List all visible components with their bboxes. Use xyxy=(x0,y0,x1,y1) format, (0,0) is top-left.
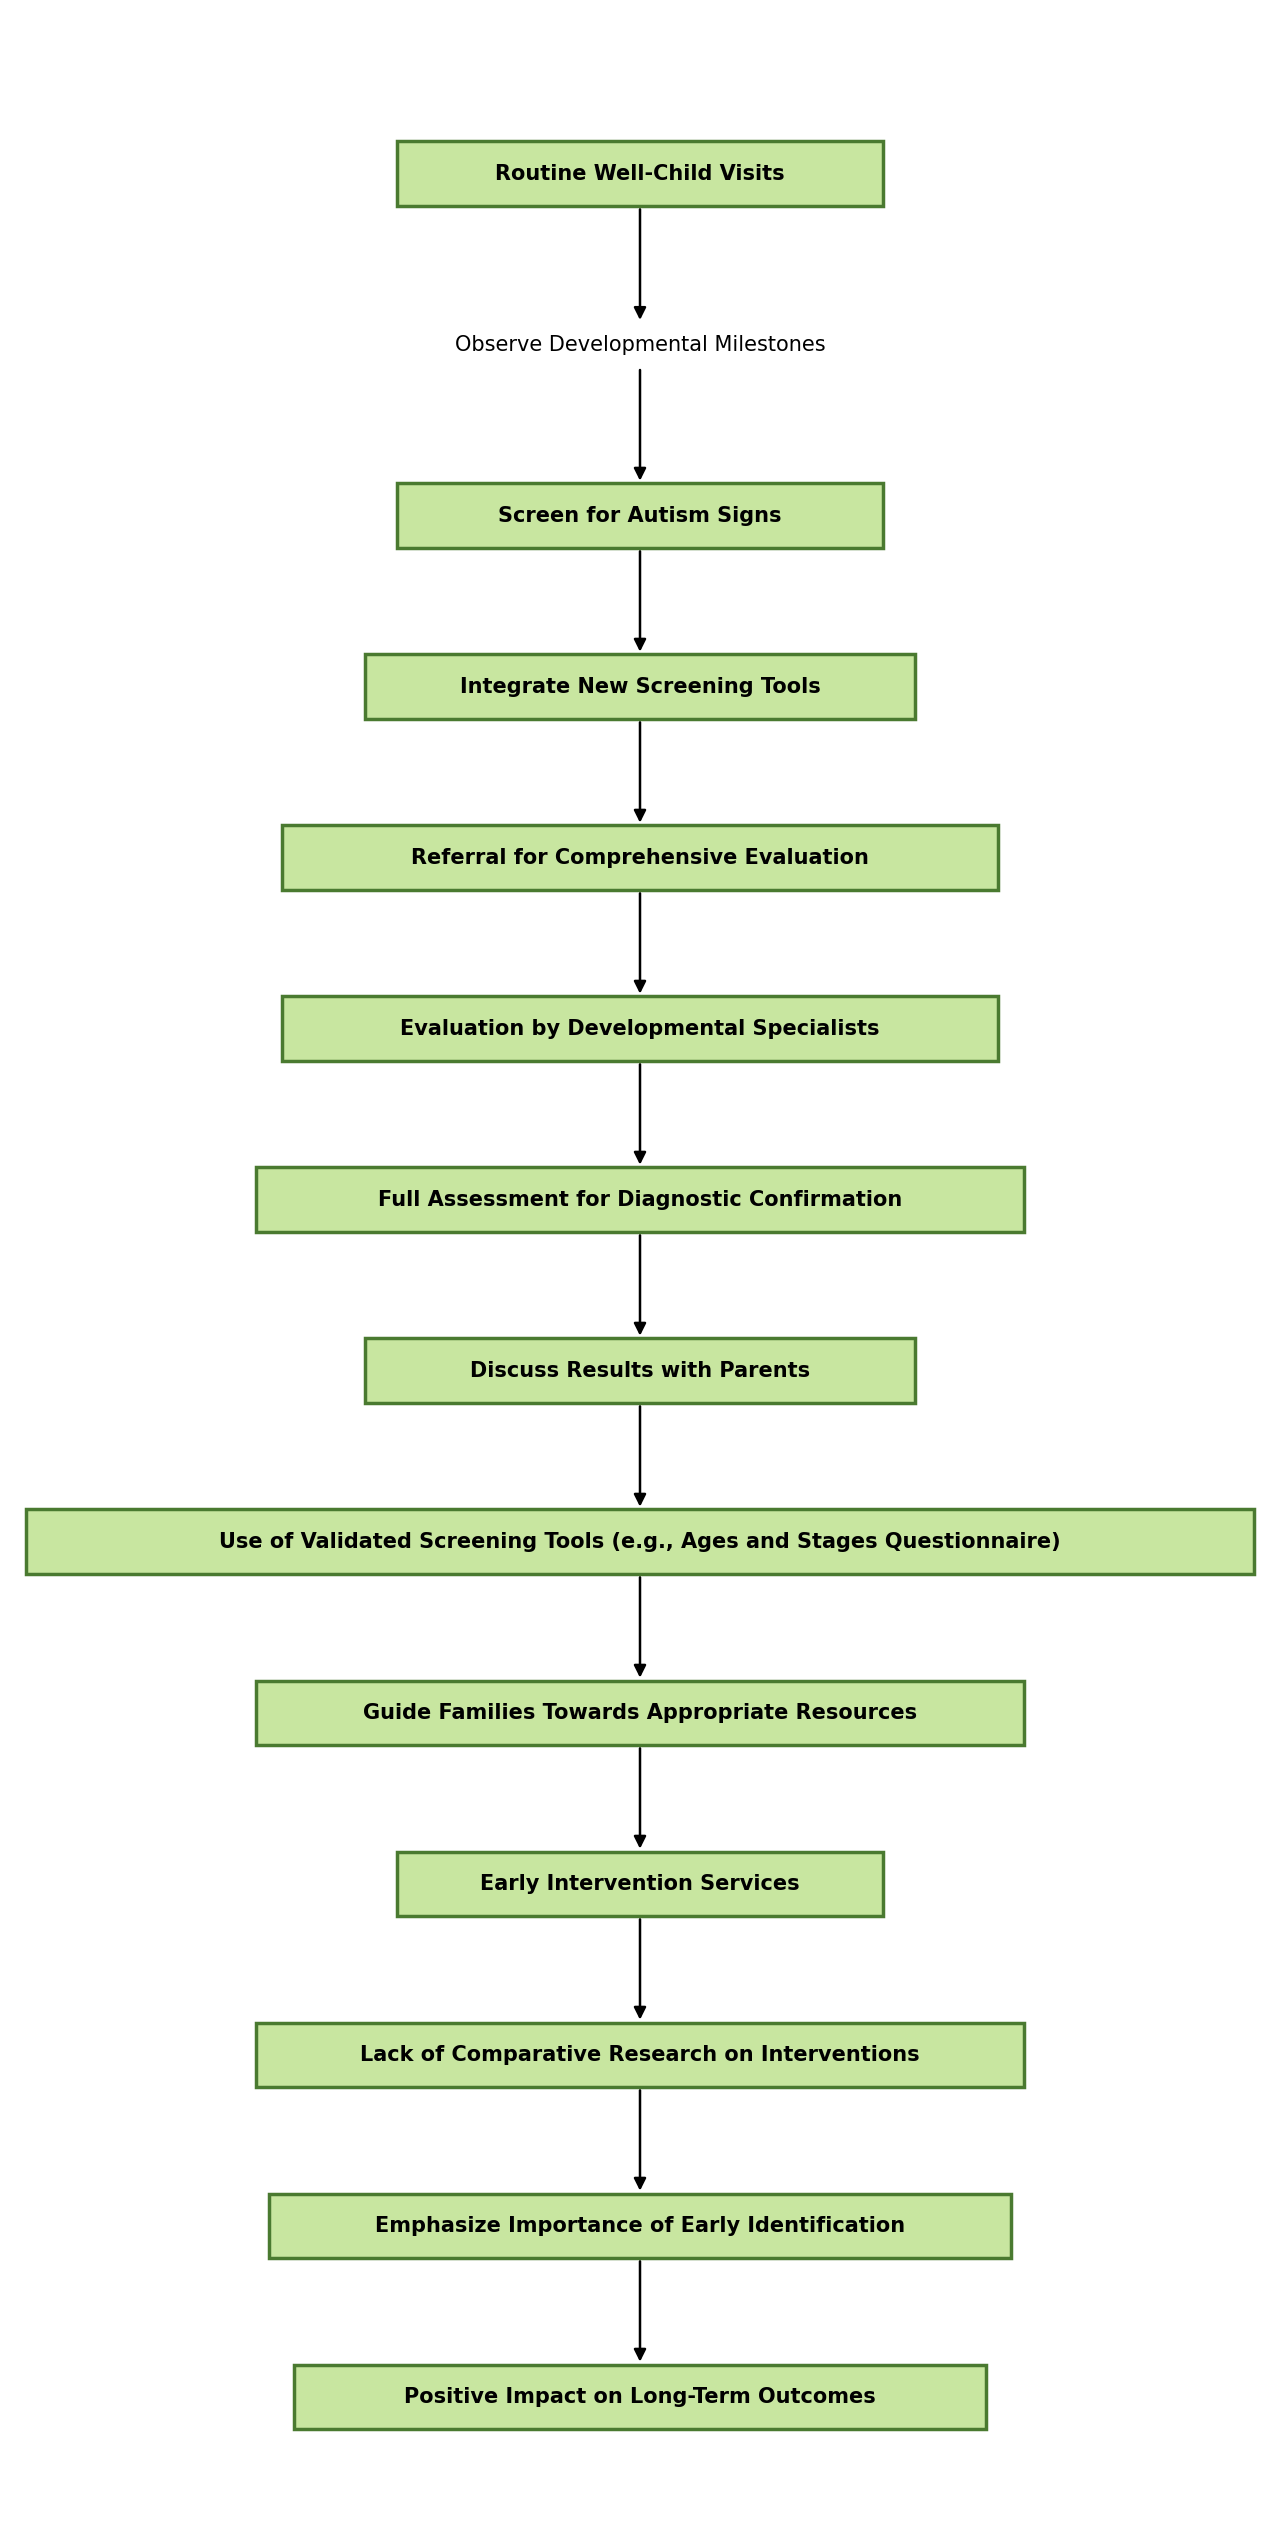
FancyBboxPatch shape xyxy=(256,1168,1024,1234)
Text: Positive Impact on Long-Term Outcomes: Positive Impact on Long-Term Outcomes xyxy=(404,2386,876,2407)
Text: Full Assessment for Diagnostic Confirmation: Full Assessment for Diagnostic Confirmat… xyxy=(378,1191,902,1211)
Text: Lack of Comparative Research on Interventions: Lack of Comparative Research on Interven… xyxy=(360,2045,920,2065)
Text: Discuss Results with Parents: Discuss Results with Parents xyxy=(470,1360,810,1380)
FancyBboxPatch shape xyxy=(26,1509,1254,1575)
FancyBboxPatch shape xyxy=(256,1681,1024,1744)
Text: Observe Developmental Milestones: Observe Developmental Milestones xyxy=(454,336,826,354)
FancyBboxPatch shape xyxy=(294,2364,986,2429)
Text: Screen for Autism Signs: Screen for Autism Signs xyxy=(498,506,782,526)
Text: Emphasize Importance of Early Identification: Emphasize Importance of Early Identifica… xyxy=(375,2217,905,2235)
FancyBboxPatch shape xyxy=(365,1337,915,1403)
Text: Integrate New Screening Tools: Integrate New Screening Tools xyxy=(460,678,820,698)
FancyBboxPatch shape xyxy=(282,827,998,890)
Text: Early Intervention Services: Early Intervention Services xyxy=(480,1873,800,1893)
FancyBboxPatch shape xyxy=(397,483,883,549)
FancyBboxPatch shape xyxy=(256,2022,1024,2088)
Text: Referral for Comprehensive Evaluation: Referral for Comprehensive Evaluation xyxy=(411,847,869,867)
Text: Guide Families Towards Appropriate Resources: Guide Families Towards Appropriate Resou… xyxy=(364,1704,916,1724)
Text: Evaluation by Developmental Specialists: Evaluation by Developmental Specialists xyxy=(401,1019,879,1039)
FancyBboxPatch shape xyxy=(365,655,915,720)
FancyBboxPatch shape xyxy=(397,1850,883,1916)
FancyBboxPatch shape xyxy=(282,996,998,1062)
FancyBboxPatch shape xyxy=(269,2194,1011,2258)
Text: Use of Validated Screening Tools (e.g., Ages and Stages Questionnaire): Use of Validated Screening Tools (e.g., … xyxy=(219,1532,1061,1552)
Text: Routine Well-Child Visits: Routine Well-Child Visits xyxy=(495,164,785,185)
FancyBboxPatch shape xyxy=(397,142,883,207)
